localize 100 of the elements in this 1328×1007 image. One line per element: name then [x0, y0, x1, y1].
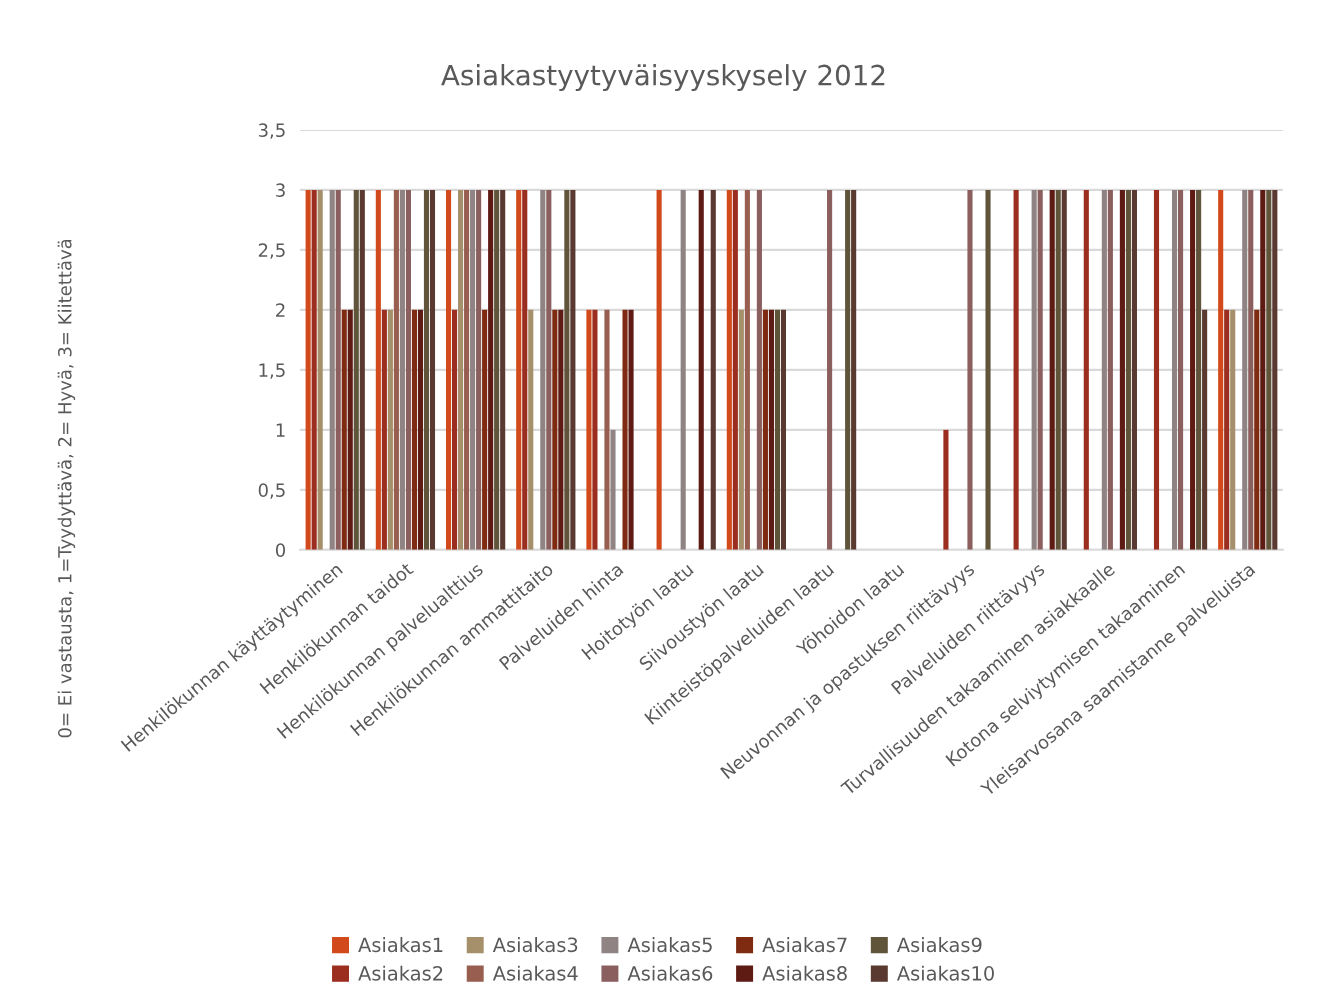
y-tick-label: 0,5: [258, 483, 285, 499]
legend-label: Asiakas6: [627, 965, 713, 981]
bar: [604, 309, 610, 550]
bar: [476, 189, 482, 550]
legend-label: Asiakas3: [492, 937, 578, 953]
legend-label: Asiakas2: [358, 965, 443, 981]
bar: [1131, 189, 1137, 550]
legend-label: Asiakas5: [627, 937, 712, 953]
bar: [405, 189, 411, 550]
legend-label: Asiakas4: [492, 965, 578, 981]
bar: [1202, 309, 1208, 550]
bar: [1153, 189, 1160, 550]
bar: [528, 309, 534, 550]
bar: [1107, 189, 1113, 550]
y-tick-label: 3: [276, 183, 285, 198]
bar: [317, 189, 323, 550]
bar: [482, 309, 488, 550]
bar: [423, 189, 430, 550]
bar: [726, 189, 732, 550]
bar: [680, 189, 686, 550]
bar: [1049, 189, 1055, 550]
bar: [417, 309, 424, 550]
bar: [738, 309, 744, 550]
bar: [1171, 189, 1178, 550]
bar: [552, 309, 558, 550]
bar: [522, 189, 528, 550]
bar: [698, 189, 704, 550]
legend-label: Asiakas10: [896, 965, 994, 981]
bar: [335, 189, 341, 550]
bar: [1260, 189, 1266, 550]
bar: [780, 309, 787, 550]
bar: [445, 189, 452, 550]
bar: [1242, 189, 1248, 550]
bar: [311, 189, 317, 550]
legend-label: Asiakas7: [762, 937, 847, 953]
bar: [341, 309, 347, 550]
y-tick-label: 1: [276, 423, 285, 437]
bar: [399, 189, 405, 550]
bar: [851, 189, 857, 550]
bar: [1272, 189, 1278, 550]
bar: [610, 429, 616, 550]
bar: [762, 309, 768, 550]
bar: [1013, 189, 1019, 550]
bar: [488, 189, 494, 550]
bar: [1031, 189, 1037, 550]
y-axis-title: 0= Ei vastausta, 1=Tyydyttävä, 2= Hyvä, 3= Kiitettävä: [57, 239, 76, 738]
legend-label: Asiakas8: [762, 965, 847, 981]
bar: [768, 309, 774, 550]
bar: [592, 309, 598, 550]
bar: [329, 189, 335, 550]
y-tick-label: 2: [276, 303, 285, 317]
legend-label: Asiakas9: [896, 937, 982, 953]
bar: [1083, 189, 1089, 550]
bar: [622, 309, 628, 550]
bar: [558, 309, 564, 550]
bar: [586, 309, 592, 550]
bar: [1037, 189, 1043, 550]
bar: [375, 189, 381, 550]
bar: [1248, 189, 1254, 550]
bar: [1190, 189, 1196, 550]
bar: [494, 189, 500, 550]
bar: [756, 189, 762, 550]
chart-title: Asiakastyytyväisyyskysely 2012: [441, 64, 885, 91]
bar: [347, 309, 353, 550]
bar: [1254, 309, 1260, 550]
bar: [1178, 189, 1184, 550]
bar: [500, 189, 506, 550]
bar: [1196, 189, 1202, 550]
bar: [546, 189, 552, 550]
bar: [744, 189, 750, 550]
bar: [1125, 189, 1131, 550]
bar: [1101, 189, 1107, 550]
bar: [1230, 309, 1236, 550]
bar: [452, 309, 458, 550]
bar: [1224, 309, 1230, 550]
bar: [1266, 189, 1272, 550]
y-tick-label: 1,5: [259, 363, 285, 379]
bar: [656, 189, 662, 550]
bar: [381, 309, 387, 550]
y-tick-label: 3,5: [258, 123, 285, 139]
y-tick-label: 0: [275, 543, 286, 557]
bar: [1218, 189, 1224, 550]
bar: [458, 189, 464, 550]
bar: [1055, 189, 1061, 550]
bar: [827, 189, 833, 550]
bar: [305, 189, 311, 550]
bar: [411, 309, 417, 550]
bar: [470, 189, 476, 550]
bar: [1061, 189, 1067, 550]
bar: [393, 189, 399, 550]
legend-label: Asiakas1: [358, 937, 443, 953]
bar: [540, 189, 546, 550]
bar: [387, 309, 393, 550]
y-tick-label: 2,5: [258, 243, 285, 259]
bar: [516, 189, 522, 550]
bar: [353, 189, 359, 550]
bar: [985, 189, 991, 550]
bar: [628, 309, 634, 550]
bar: [464, 189, 470, 550]
bar: [943, 429, 949, 550]
